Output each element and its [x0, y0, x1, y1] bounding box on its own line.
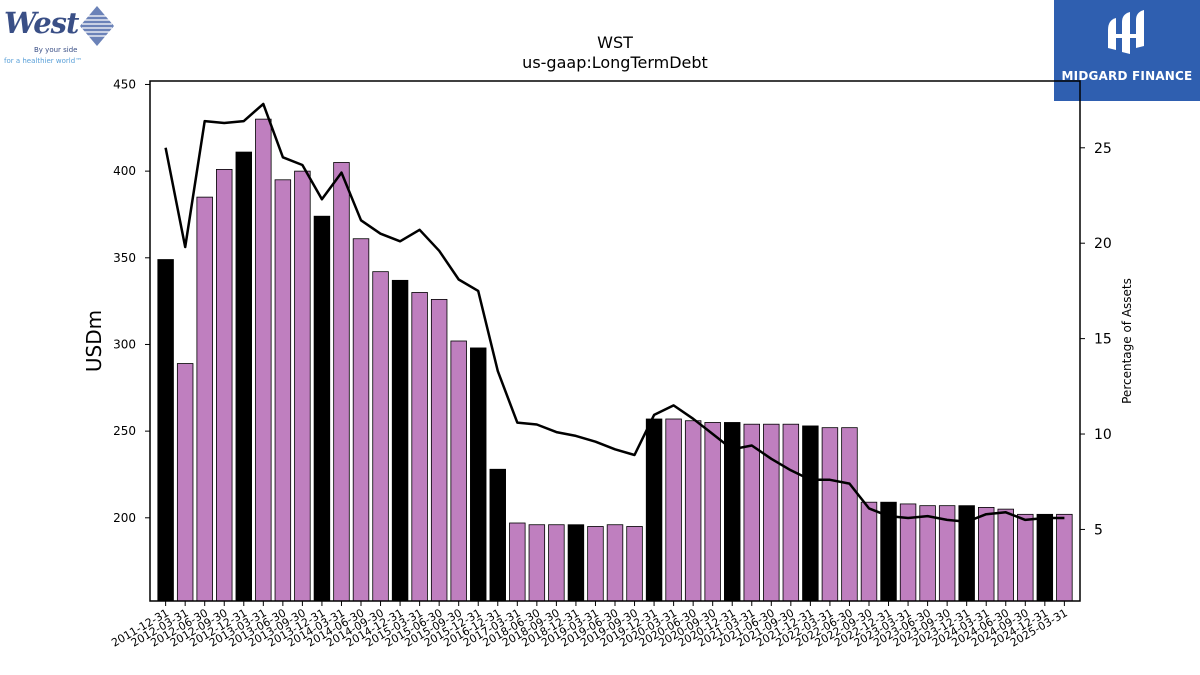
bar [763, 423, 780, 602]
bar [704, 422, 721, 602]
bar [528, 524, 546, 602]
bar [255, 118, 272, 602]
bar [645, 418, 663, 602]
y-tick-label: 450 [113, 77, 136, 91]
bar [430, 298, 448, 602]
bar [352, 238, 370, 602]
bar [684, 420, 702, 602]
bar [567, 524, 585, 602]
bar [411, 292, 428, 602]
west-logo-wordmark: West [4, 6, 79, 40]
bar [626, 526, 643, 602]
bar [313, 215, 331, 602]
y2-axis-label: Percentage of Assets [1120, 278, 1134, 404]
y2-tick-label: 10 [1094, 427, 1112, 443]
y-tick-label: 400 [113, 164, 136, 178]
axes: 2002503003504004505101520252011-12-31201… [109, 77, 1112, 649]
bar [978, 506, 995, 602]
west-logo-tagline: By your side [34, 46, 78, 54]
bar [1017, 513, 1034, 602]
bar [196, 196, 213, 602]
bar [1056, 513, 1073, 602]
bar [489, 468, 506, 602]
y-tick-label: 300 [113, 337, 136, 351]
y2-tick-label: 15 [1094, 332, 1112, 348]
y2-tick-label: 5 [1094, 522, 1103, 538]
y-axis-label: USDm [82, 310, 106, 372]
percentage-of-assets-line [164, 102, 1065, 524]
y-tick-label: 250 [113, 424, 136, 438]
bar [587, 526, 604, 602]
midgard-finance-logo: MIDGARD FINANCE [1054, 0, 1200, 101]
midgard-finance-wordmark: MIDGARD FINANCE [1061, 69, 1193, 83]
bar [372, 271, 389, 602]
bar [470, 347, 487, 602]
y-tick-label: 350 [113, 251, 136, 265]
bar [157, 259, 174, 602]
bar [216, 168, 233, 602]
bar [1036, 513, 1054, 602]
bar [333, 162, 350, 602]
line-series [164, 102, 1065, 524]
bar [821, 427, 839, 602]
west-logo: West By your side for a healthier world™ [4, 6, 116, 68]
y2-tick-label: 25 [1094, 141, 1112, 157]
bar [176, 363, 194, 602]
bar [665, 418, 682, 602]
west-diamond-icon [80, 6, 114, 46]
bar [450, 340, 467, 602]
bar [997, 508, 1014, 602]
y2-tick-label: 20 [1094, 236, 1112, 252]
bar [548, 524, 565, 602]
bar [391, 279, 409, 602]
chart-title: WST [597, 33, 633, 52]
bar [235, 151, 252, 602]
bar [274, 179, 292, 602]
bar [782, 423, 800, 602]
bar [860, 501, 878, 602]
chart-subtitle: us-gaap:LongTermDebt [522, 53, 708, 72]
west-logo-tagline-2: for a healthier world™ [4, 57, 83, 65]
bar-series [157, 118, 1073, 602]
bar [802, 425, 819, 602]
y-tick-label: 200 [113, 511, 136, 525]
bar [294, 170, 311, 602]
bar [841, 427, 858, 602]
bar [606, 524, 624, 602]
bar [509, 522, 526, 602]
bar [919, 505, 936, 602]
midgard-emblem-icon [1108, 10, 1144, 54]
